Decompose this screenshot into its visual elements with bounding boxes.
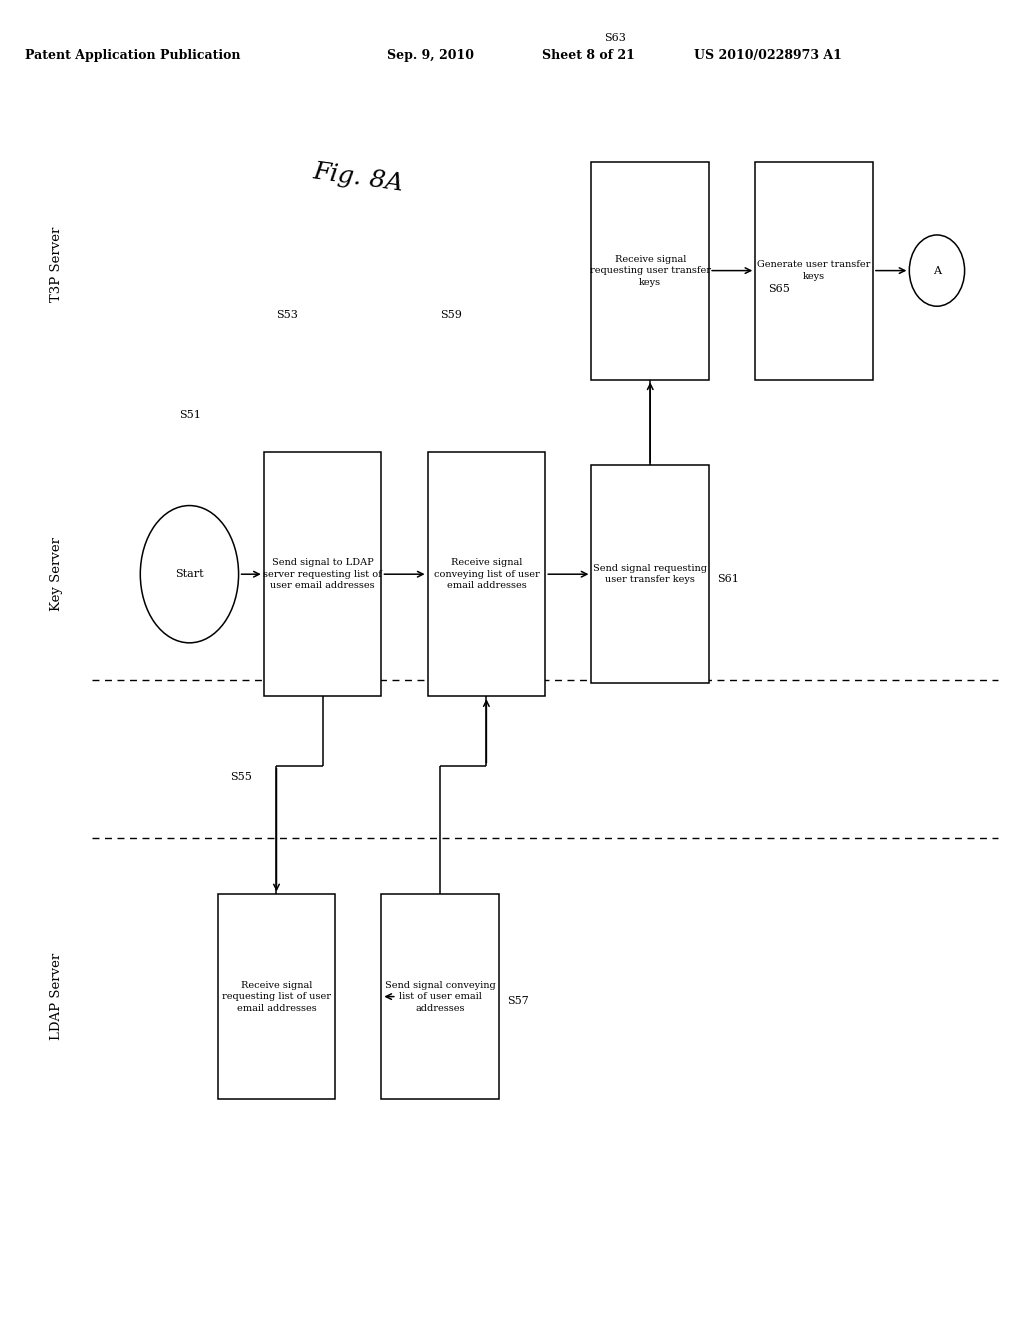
Text: A: A: [933, 265, 941, 276]
Text: Generate user transfer
keys: Generate user transfer keys: [758, 260, 870, 281]
FancyBboxPatch shape: [592, 161, 709, 380]
Text: Receive signal
requesting user transfer
keys: Receive signal requesting user transfer …: [590, 255, 711, 286]
Text: Key Server: Key Server: [50, 537, 62, 611]
Text: S51: S51: [179, 409, 201, 420]
Text: Patent Application Publication: Patent Application Publication: [26, 49, 241, 62]
Circle shape: [909, 235, 965, 306]
Text: S57: S57: [507, 997, 528, 1006]
FancyBboxPatch shape: [428, 451, 545, 697]
Text: Sheet 8 of 21: Sheet 8 of 21: [543, 49, 635, 62]
Text: Send signal to LDAP
server requesting list of
user email addresses: Send signal to LDAP server requesting li…: [263, 558, 382, 590]
Text: Receive signal
conveying list of user
email addresses: Receive signal conveying list of user em…: [433, 558, 540, 590]
FancyBboxPatch shape: [592, 466, 709, 684]
Text: S53: S53: [276, 310, 298, 321]
Text: LDAP Server: LDAP Server: [50, 953, 62, 1040]
Text: Send signal requesting
user transfer keys: Send signal requesting user transfer key…: [593, 564, 708, 585]
Text: S59: S59: [440, 310, 462, 321]
Text: Receive signal
requesting list of user
email addresses: Receive signal requesting list of user e…: [222, 981, 331, 1012]
Text: Fig. 8A: Fig. 8A: [311, 161, 406, 195]
FancyBboxPatch shape: [264, 451, 381, 697]
FancyBboxPatch shape: [756, 161, 872, 380]
Text: T3P Server: T3P Server: [50, 226, 62, 302]
Text: Send signal conveying
list of user email
addresses: Send signal conveying list of user email…: [385, 981, 496, 1012]
Text: S63: S63: [604, 33, 626, 42]
Text: S65: S65: [768, 284, 790, 293]
FancyBboxPatch shape: [381, 895, 500, 1098]
Text: Sep. 9, 2010: Sep. 9, 2010: [387, 49, 473, 62]
Text: US 2010/0228973 A1: US 2010/0228973 A1: [694, 49, 842, 62]
Text: Start: Start: [175, 569, 204, 579]
FancyBboxPatch shape: [218, 895, 336, 1098]
Ellipse shape: [140, 506, 239, 643]
Text: S61: S61: [717, 574, 738, 583]
Text: S55: S55: [230, 772, 252, 781]
